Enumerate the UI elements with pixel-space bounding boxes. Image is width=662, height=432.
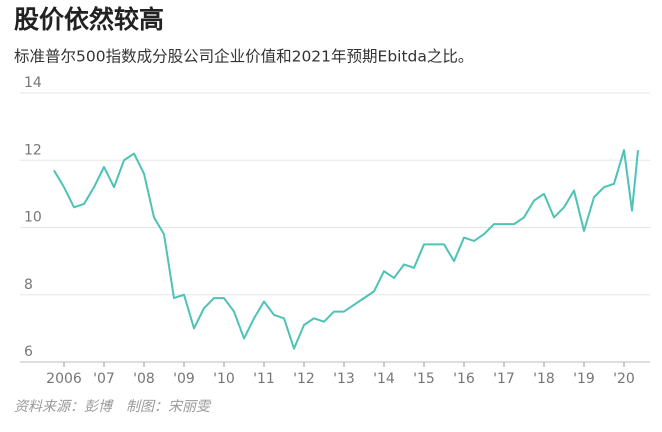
y-tick-label: 6: [24, 344, 33, 360]
x-tick-label: '18: [533, 371, 555, 387]
x-tick-label: '16: [453, 371, 475, 387]
x-tick-label: '11: [253, 371, 275, 387]
x-tick-label: '19: [573, 371, 595, 387]
x-tick-label: '10: [213, 371, 235, 387]
x-tick-label: '09: [173, 371, 195, 387]
y-tick-label: 12: [24, 142, 42, 158]
x-tick-label: '13: [333, 371, 355, 387]
y-tick-label: 8: [24, 277, 33, 293]
x-tick-label: '07: [93, 371, 115, 387]
chart-subtitle: 标准普尔500指数成分股公司企业价值和2021年预期Ebitda之比。: [14, 48, 473, 66]
y-tick-label: 14: [24, 75, 42, 91]
y-tick-label: 10: [24, 210, 42, 226]
x-tick-label: '08: [133, 371, 155, 387]
x-tick-label: 2006: [46, 371, 82, 387]
chart-title: 股价依然较高: [14, 5, 164, 34]
x-tick-label: '20: [613, 371, 635, 387]
x-tick-label: '17: [493, 371, 515, 387]
x-tick-label: '12: [293, 371, 315, 387]
x-tick-label: '15: [413, 371, 435, 387]
x-tick-label: '14: [373, 371, 395, 387]
source-note: 资料来源：彭博 制图：宋丽雯: [14, 399, 212, 415]
data-line: [53, 149, 639, 350]
